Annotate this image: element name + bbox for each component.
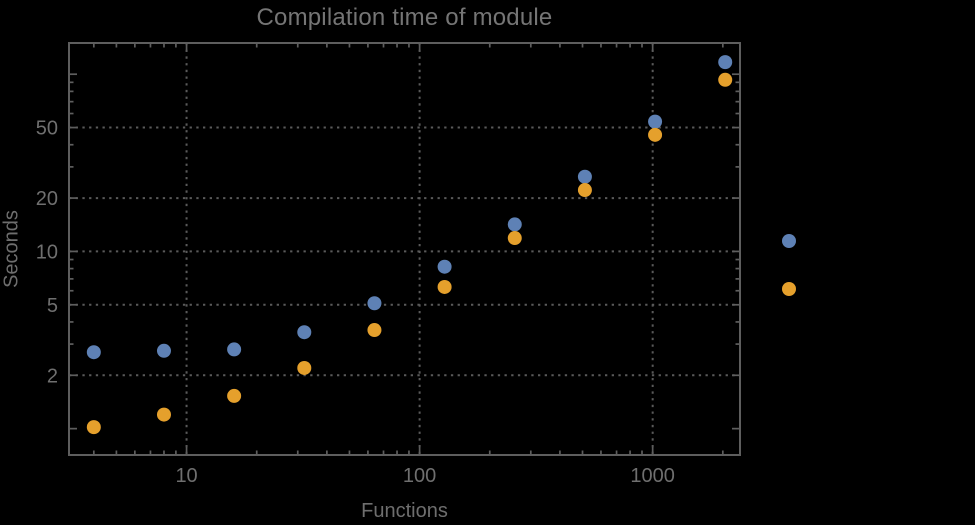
x-axis-label: Functions [361, 500, 448, 522]
data-point-series-2-orange [297, 360, 312, 375]
data-point-series-2-orange [367, 323, 382, 338]
data-point-series-1-blue [297, 325, 312, 340]
data-point-series-2-orange [86, 420, 101, 435]
y-tick-label: 2 [47, 365, 58, 387]
data-point-series-1-blue [86, 345, 101, 360]
y-tick-label: 10 [36, 241, 58, 263]
y-tick-label: 5 [47, 295, 58, 317]
legend-marker [782, 282, 796, 296]
data-point-series-1-blue [156, 343, 171, 358]
data-point-series-2-orange [718, 72, 733, 87]
data-point-series-1-blue [367, 296, 382, 311]
x-tick-label: 1000 [630, 465, 675, 487]
data-point-series-1-blue [648, 114, 663, 129]
data-point-series-2-orange [507, 231, 522, 246]
y-tick-label: 20 [36, 188, 58, 210]
x-tick-label: 10 [175, 465, 197, 487]
data-point-series-1-blue [437, 259, 452, 274]
data-point-series-2-orange [437, 279, 452, 294]
data-point-series-2-orange [648, 127, 663, 142]
data-point-series-1-blue [507, 217, 522, 232]
data-point-series-1-blue [577, 169, 592, 184]
legend-marker [782, 234, 796, 248]
plot-frame [68, 42, 741, 456]
data-point-series-2-orange [156, 407, 171, 422]
data-point-series-2-orange [227, 388, 242, 403]
x-tick-label: 100 [403, 465, 436, 487]
y-tick-label: 50 [36, 118, 58, 140]
chart-title: Compilation time of module [256, 4, 553, 31]
data-point-series-1-blue [718, 55, 733, 70]
data-point-series-1-blue [227, 342, 242, 357]
data-point-series-2-orange [577, 183, 592, 198]
y-axis-label: Seconds [0, 210, 23, 288]
